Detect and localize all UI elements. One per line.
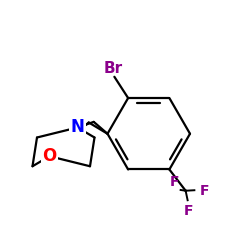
Text: N: N: [70, 118, 85, 136]
Text: F: F: [200, 184, 209, 198]
Text: F: F: [184, 204, 193, 218]
Text: Br: Br: [104, 60, 123, 76]
Text: O: O: [42, 147, 56, 165]
Text: F: F: [170, 176, 179, 190]
